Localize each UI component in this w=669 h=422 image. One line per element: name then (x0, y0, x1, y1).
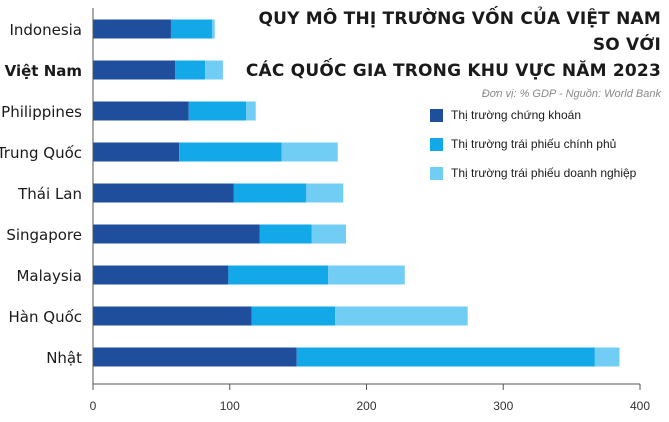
bar-segment (179, 142, 282, 162)
x-tick-label: 100 (220, 399, 240, 413)
x-tick-label: 400 (630, 399, 650, 413)
category-label: Thái Lan (17, 185, 82, 203)
legend-label: Thị trường trái phiếu doanh nghiệp (451, 166, 637, 180)
chart-title-line-1: QUY MÔ THỊ TRƯỜNG VỐN CỦA VIỆT NAM SO VỚ… (258, 9, 661, 55)
bar-segment (93, 183, 234, 203)
bar-segment (93, 142, 180, 162)
legend-item: Thị trường trái phiếu chính phủ (430, 136, 636, 152)
bar-segment (211, 19, 215, 39)
category-label: Trung Quốc (0, 144, 82, 162)
category-label: Malaysia (16, 267, 82, 285)
x-tick-label: 300 (493, 399, 513, 413)
legend-item: Thị trường chứng khoán (430, 107, 636, 123)
title-block: QUY MÔ THỊ TRƯỜNG VỐN CỦA VIỆT NAM SO VỚ… (241, 6, 661, 100)
bar-segment (311, 224, 346, 244)
legend-label: Thị trường trái phiếu chính phủ (451, 137, 617, 151)
legend-swatch (430, 166, 443, 180)
bar-segment (93, 224, 260, 244)
x-tick-label: 0 (90, 399, 97, 413)
bar-segment (228, 265, 329, 285)
bar-segment (233, 183, 307, 203)
category-label: Hàn Quốc (9, 308, 82, 326)
bar-segment (594, 347, 620, 367)
bar-segment (335, 306, 468, 326)
bar-segment (246, 101, 256, 121)
legend-swatch (430, 108, 443, 122)
bars-layer (93, 19, 620, 367)
category-label: Việt Nam (5, 62, 82, 80)
bar-segment (93, 306, 252, 326)
bar-segment (93, 60, 176, 80)
category-label: Indonesia (9, 21, 82, 39)
category-label: Nhật (46, 349, 82, 367)
legend-item: Thị trường trái phiếu doanh nghiệp (430, 165, 636, 181)
category-label: Philippines (1, 103, 82, 121)
bar-segment (188, 101, 247, 121)
bar-segment (93, 265, 229, 285)
x-tick-label: 200 (356, 399, 376, 413)
category-label: Singapore (6, 226, 82, 244)
bar-segment (281, 142, 338, 162)
bar-segment (205, 60, 223, 80)
x-axis: 0 100 200 300 400 (90, 8, 650, 413)
bar-segment (296, 347, 595, 367)
bar-segment (93, 347, 297, 367)
legend: Thị trường chứng khoán Thị trường trái ph… (430, 107, 636, 194)
bar-segment (93, 101, 189, 121)
bar-segment (170, 19, 212, 39)
bar-segment (306, 183, 344, 203)
legend-swatch (430, 137, 443, 151)
bar-segment (93, 19, 171, 39)
category-labels: Indonesia Việt Nam Philippines Trung Quốc Th… (0, 21, 82, 367)
legend-label: Thị trường chứng khoán (451, 108, 582, 122)
bar-segment (328, 265, 405, 285)
bar-segment (259, 224, 312, 244)
bar-segment (251, 306, 336, 326)
chart-title-line-2: CÁC QUỐC GIA TRONG KHU VỰC NĂM 2023 (245, 61, 661, 81)
chart-source-note: Đơn vị: % GDP - Nguồn: World Bank (481, 88, 661, 100)
bar-segment (175, 60, 206, 80)
